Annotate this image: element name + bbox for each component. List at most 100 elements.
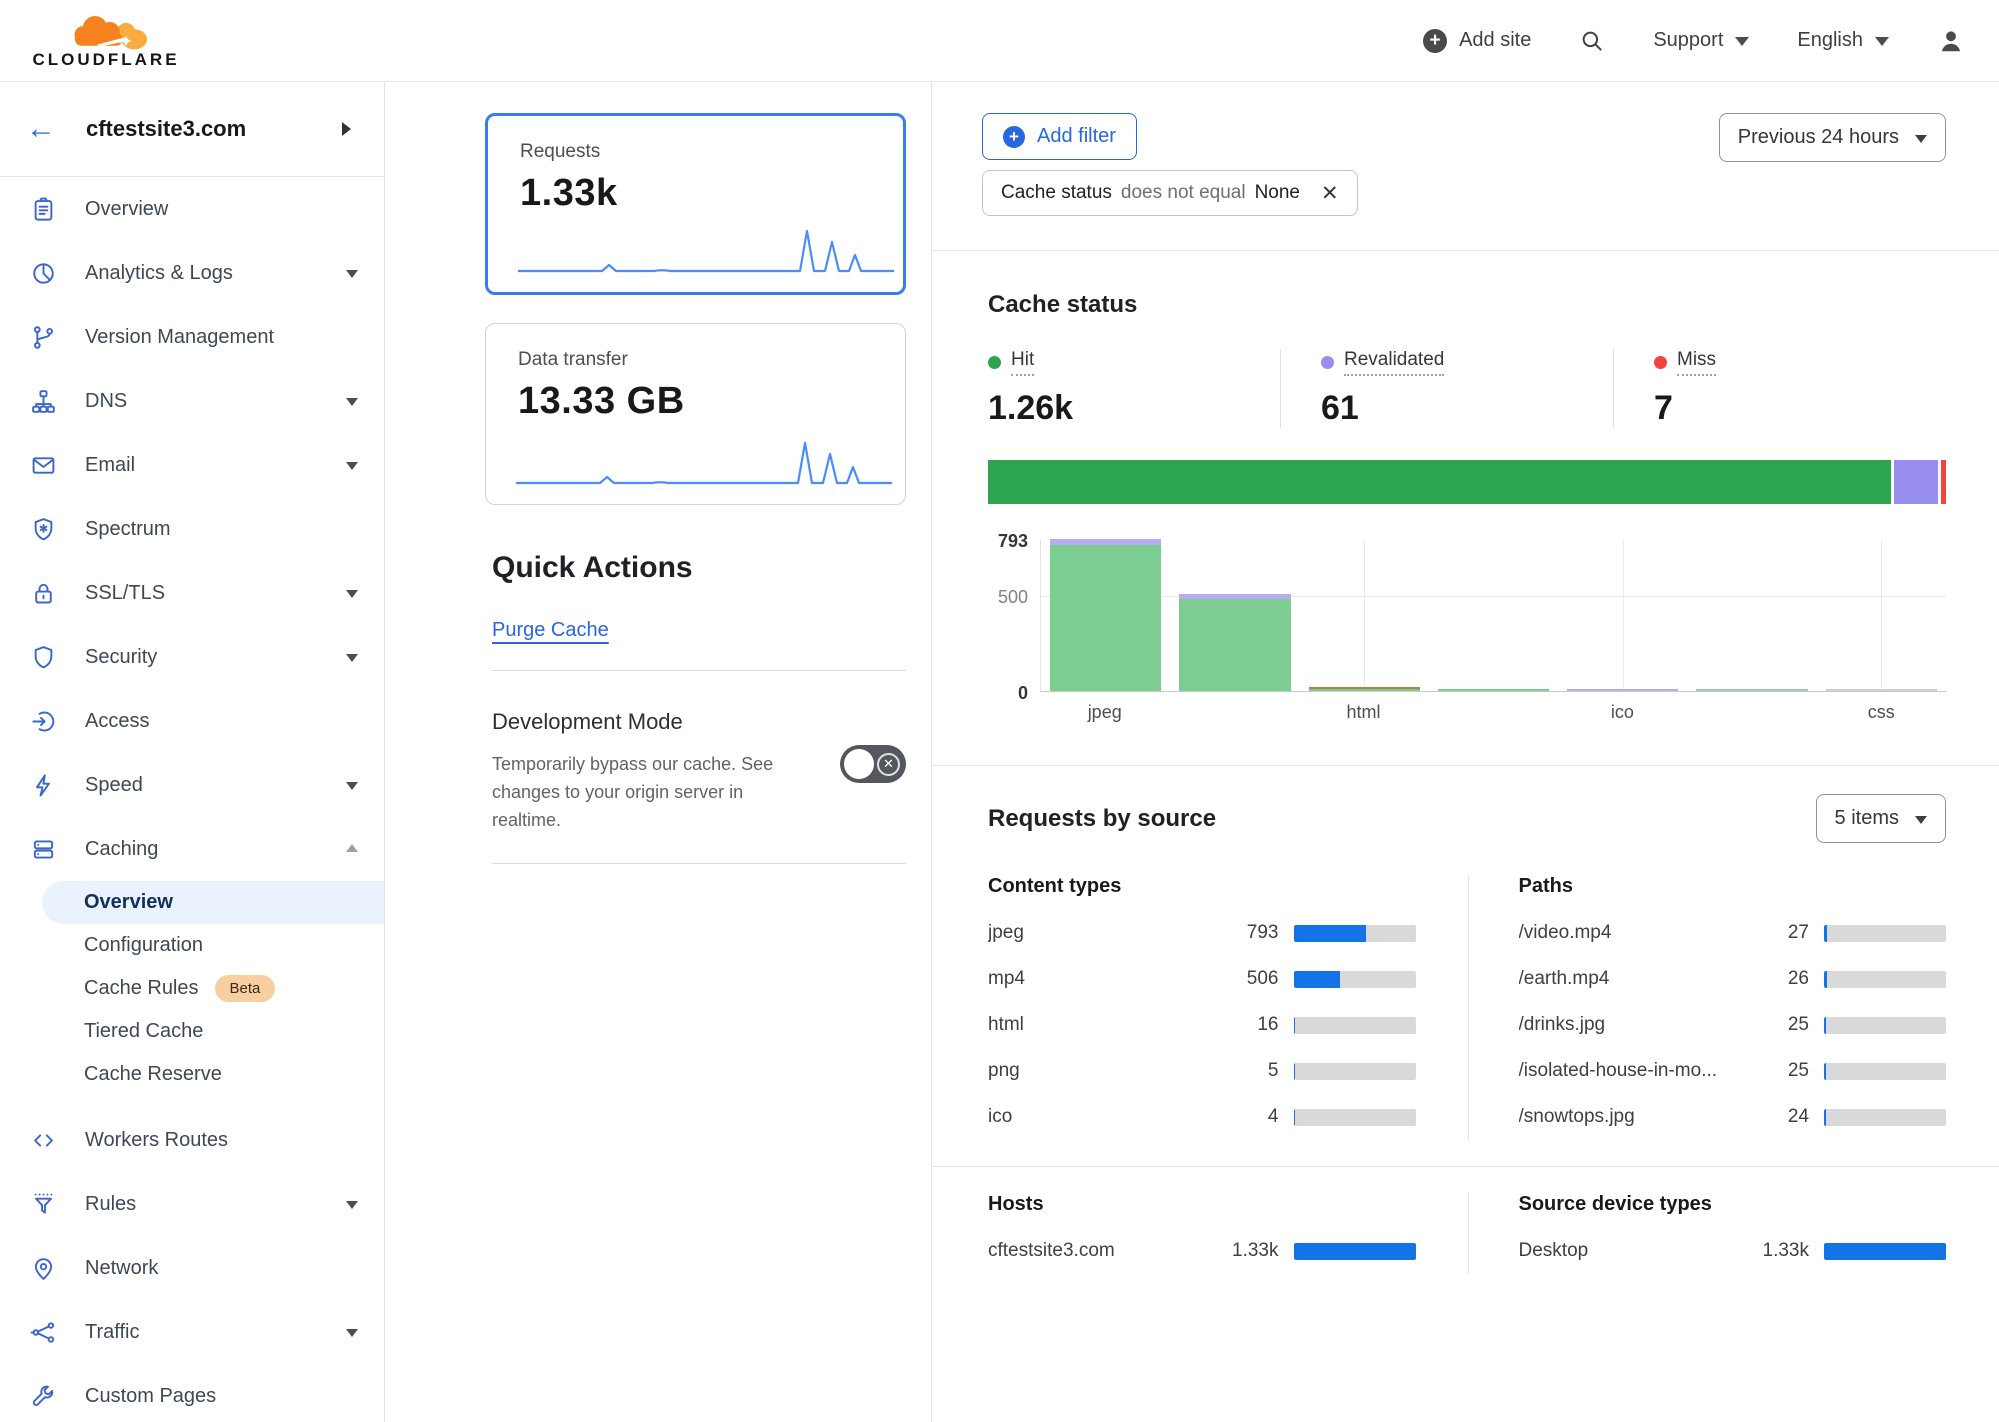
purge-cache-link[interactable]: Purge Cache [492, 619, 609, 641]
chevron-down-icon [346, 398, 358, 412]
row-bar-track [1293, 1242, 1416, 1260]
divider [932, 250, 1999, 251]
row-label: /video.mp4 [1518, 922, 1612, 943]
sidebar-item-rules[interactable]: Rules [0, 1172, 384, 1236]
gridline-vertical [1881, 540, 1883, 691]
sidebar-item-speed[interactable]: Speed [0, 753, 384, 817]
sidebar-item-network[interactable]: Network [0, 1236, 384, 1300]
bar-segment-hit [1050, 545, 1162, 691]
cache-status-title: Cache status [988, 291, 1138, 318]
plus-circle-icon: + [1003, 125, 1025, 148]
table-row: /drinks.jpg 25 [1519, 1002, 1946, 1048]
sidebar-subitem-cache-reserve[interactable]: Cache Reserve [0, 1053, 384, 1096]
cloudflare-logo[interactable]: CLOUDFLARE [22, 11, 190, 70]
stat-label-miss[interactable]: Miss [1654, 349, 1717, 376]
stat-label-revalidated[interactable]: Revalidated [1321, 349, 1445, 376]
row-bar-fill [1293, 1016, 1296, 1034]
support-menu[interactable]: Support [1653, 29, 1750, 53]
stat-label-hit[interactable]: Hit [988, 349, 1035, 376]
metric-card-requests[interactable]: Requests 1.33k [485, 113, 906, 295]
row-bar-fill [1824, 924, 1827, 942]
add-site-button[interactable]: + Add site [1423, 28, 1531, 53]
stacked-segment-miss [1940, 460, 1947, 504]
quick-actions-title: Quick Actions [492, 551, 693, 584]
sidebar-item-spectrum[interactable]: Spectrum [0, 497, 384, 561]
table-row: mp4 506 [988, 956, 1416, 1002]
sidebar-item-label: Spectrum [85, 517, 171, 540]
caching-icon [30, 836, 57, 863]
security-icon [30, 644, 57, 671]
bar-ico [1567, 689, 1679, 691]
chevron-down-icon [346, 654, 358, 668]
sidebar-subitem-configuration[interactable]: Configuration [0, 924, 384, 967]
legend-dot-icon [1321, 356, 1334, 369]
stat-value: 7 [1654, 389, 1673, 427]
bar-segment-hit [1437, 689, 1550, 691]
language-menu[interactable]: English [1797, 29, 1889, 53]
sidebar-item-security[interactable]: Security [0, 625, 384, 689]
bar-segment-revalidated [1567, 689, 1679, 691]
bar-slot-png [1429, 540, 1558, 691]
add-filter-button[interactable]: + Add filter [982, 113, 1137, 160]
sidebar-item-custom-pages[interactable]: Custom Pages [0, 1364, 384, 1422]
sidebar-item-analytics-logs[interactable]: Analytics & Logs [0, 241, 384, 305]
row-value: 25 [1787, 1014, 1809, 1035]
add-filter-label: Add filter [1037, 125, 1116, 147]
sidebar-subitem-cache-rules[interactable]: Cache Rules Beta [0, 967, 384, 1010]
sidebar-item-version-management[interactable]: Version Management [0, 305, 384, 369]
analytics-logs-icon [30, 260, 57, 287]
sparkline-chart [518, 229, 894, 273]
sidebar-item-email[interactable]: Email [0, 433, 384, 497]
gridline-vertical [1622, 540, 1624, 691]
filter-chip[interactable]: Cache status does not equal None ✕ [982, 170, 1358, 216]
development-mode-title: Development Mode [492, 709, 683, 734]
development-mode-toggle[interactable]: ✕ [840, 745, 906, 783]
chevron-down-icon [346, 1329, 358, 1343]
stat-value: 1.26k [988, 389, 1074, 427]
summary-column: Requests 1.33k Data transfer 13.33 GB Quick… [385, 82, 932, 1422]
table-row: /video.mp4 27 [1518, 910, 1946, 956]
subitem-label: Cache Rules [84, 977, 199, 999]
search-icon [1583, 31, 1603, 51]
sidebar-item-access[interactable]: Access [0, 689, 384, 753]
remove-filter-icon[interactable]: ✕ [1321, 181, 1339, 205]
sidebar-subitem-overview[interactable]: Overview [42, 881, 384, 924]
spectrum-icon [30, 516, 57, 543]
sidebar-nav: Overview Analytics & Logs Version Manageme… [0, 177, 384, 1422]
items-count-dropdown[interactable]: 5 items [1815, 794, 1946, 843]
row-bar-track [1824, 970, 1946, 988]
stacked-segment-revalidated [1894, 460, 1938, 504]
sidebar-item-traffic[interactable]: Traffic [0, 1300, 384, 1364]
user-menu[interactable] [1937, 27, 1965, 55]
chevron-right-icon[interactable] [342, 122, 358, 136]
network-icon [30, 1255, 57, 1282]
search-button[interactable] [1579, 28, 1605, 54]
metric-card-data-transfer[interactable]: Data transfer 13.33 GB [485, 323, 906, 505]
sidebar-subitem-tiered-cache[interactable]: Tiered Cache [0, 1010, 384, 1053]
row-bar-track [1293, 970, 1416, 988]
row-bar-track [1293, 1108, 1416, 1126]
y-tick-label: 0 [1017, 683, 1028, 703]
y-tick-label: 500 [997, 587, 1028, 608]
back-arrow-icon[interactable]: ← [26, 112, 56, 145]
chevron-down-icon [346, 782, 358, 796]
sidebar-item-workers-routes[interactable]: Workers Routes [0, 1108, 384, 1172]
gridline-vertical [1364, 540, 1366, 691]
stacked-segment-hit [988, 460, 1892, 504]
ssl-tls-icon [30, 580, 57, 607]
email-icon [30, 452, 57, 479]
sidebar-item-caching[interactable]: Caching [0, 817, 384, 881]
sidebar-item-label: SSL/TLS [85, 581, 166, 604]
x-tick-label: ico [1610, 702, 1634, 722]
time-range-dropdown[interactable]: Previous 24 hours [1718, 113, 1946, 162]
sidebar-item-dns[interactable]: DNS [0, 369, 384, 433]
content-type-bar-chart: 793 500 0 jpeg html ico css [988, 531, 1946, 723]
sidebar-item-overview[interactable]: Overview [0, 177, 384, 241]
version-management-icon [30, 324, 57, 351]
sidebar-item-ssl-tls[interactable]: SSL/TLS [0, 561, 384, 625]
row-label: html [988, 1014, 1024, 1035]
sidebar-item-label: Traffic [85, 1320, 140, 1343]
row-value: 27 [1787, 922, 1809, 943]
table-title: Source device types [1518, 1193, 1712, 1215]
bar-jpeg [1050, 539, 1162, 691]
